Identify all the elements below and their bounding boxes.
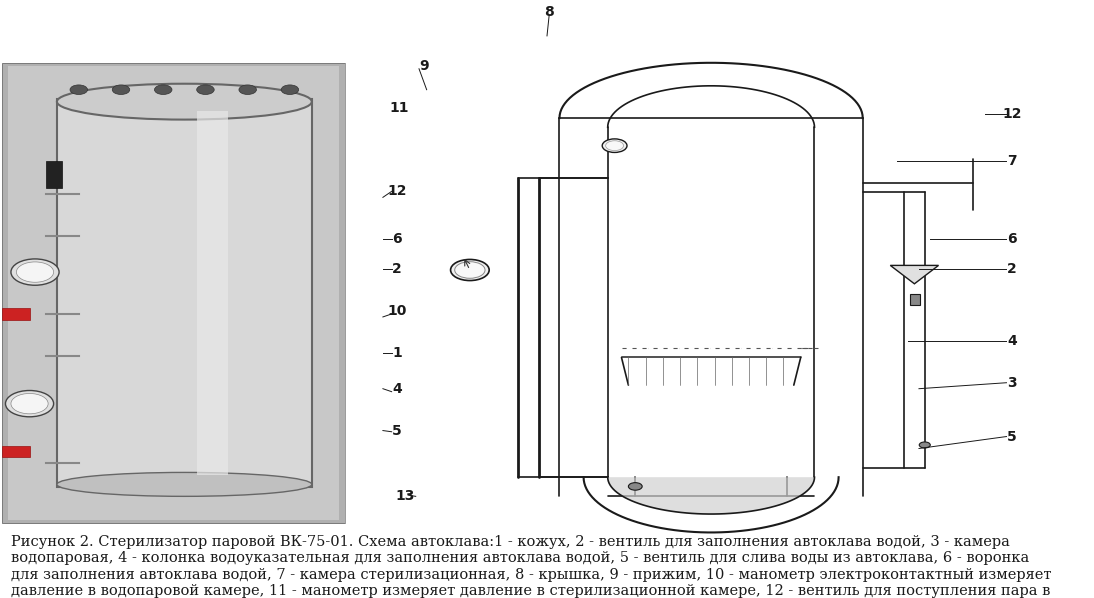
Circle shape xyxy=(281,85,299,94)
Text: 12: 12 xyxy=(1002,106,1022,121)
Text: 12: 12 xyxy=(387,184,407,199)
Circle shape xyxy=(455,262,485,278)
Circle shape xyxy=(16,262,54,282)
Circle shape xyxy=(606,141,624,151)
Polygon shape xyxy=(608,477,814,514)
Circle shape xyxy=(238,85,256,94)
Text: 1: 1 xyxy=(393,346,401,360)
Text: 7: 7 xyxy=(1008,154,1016,169)
Text: 8: 8 xyxy=(545,5,554,19)
Bar xyxy=(2,63,345,523)
Circle shape xyxy=(5,390,54,417)
Circle shape xyxy=(113,85,130,94)
Circle shape xyxy=(919,442,930,448)
Text: 4: 4 xyxy=(393,382,401,396)
Circle shape xyxy=(197,85,214,94)
Text: 2: 2 xyxy=(393,262,401,276)
Bar xyxy=(57,99,312,487)
Circle shape xyxy=(451,260,489,280)
Text: 13: 13 xyxy=(395,489,415,504)
Text: 3: 3 xyxy=(1008,376,1016,390)
Text: Рисунок 2. Стерилизатор паровой ВК-75-01. Схема автоклава:1 - кожух, 2 - вентиль: Рисунок 2. Стерилизатор паровой ВК-75-01… xyxy=(11,535,1051,598)
Bar xyxy=(197,111,228,475)
Circle shape xyxy=(154,85,172,94)
Bar xyxy=(2,446,30,457)
Text: 9: 9 xyxy=(420,59,429,73)
Circle shape xyxy=(70,85,88,94)
Text: 11: 11 xyxy=(389,100,409,115)
Circle shape xyxy=(628,483,642,490)
Text: 10: 10 xyxy=(387,304,407,318)
Bar xyxy=(46,161,62,188)
Bar xyxy=(8,66,339,520)
Circle shape xyxy=(602,139,627,152)
Ellipse shape xyxy=(57,84,312,120)
Text: 5: 5 xyxy=(393,423,401,438)
Polygon shape xyxy=(891,266,939,284)
Ellipse shape xyxy=(57,472,312,496)
Text: 4: 4 xyxy=(1008,334,1016,348)
Bar xyxy=(2,308,30,320)
Text: 2: 2 xyxy=(1008,262,1016,276)
Bar xyxy=(909,294,920,306)
Circle shape xyxy=(11,393,48,414)
Circle shape xyxy=(11,259,59,285)
Text: 6: 6 xyxy=(393,232,401,246)
Text: 5: 5 xyxy=(1008,429,1016,444)
Text: 6: 6 xyxy=(1008,232,1016,246)
